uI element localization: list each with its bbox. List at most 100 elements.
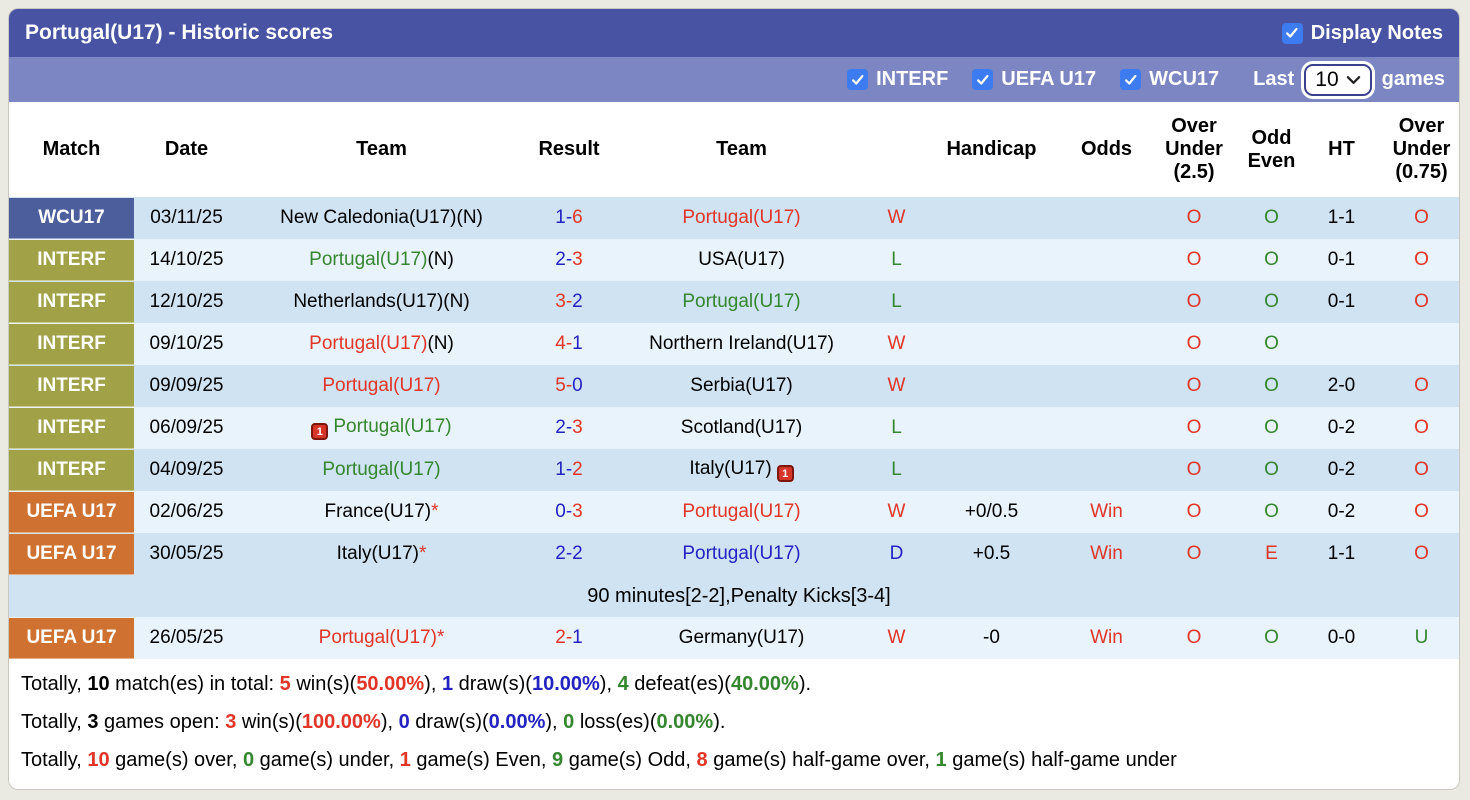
- odd-even-cell: O: [1234, 365, 1309, 407]
- summary-stats: Totally, 10 match(es) in total: 5 win(s)…: [9, 659, 1459, 789]
- handicap-cell: [924, 239, 1059, 281]
- date-cell: 02/06/25: [134, 491, 239, 533]
- wdl-cell: D: [869, 533, 924, 575]
- away-team-cell: Scotland(U17): [614, 407, 869, 449]
- ht-cell: 1-1: [1309, 197, 1374, 239]
- wdl-cell: W: [869, 197, 924, 239]
- match-type-badge: INTERF: [9, 323, 134, 365]
- odds-cell: [1059, 323, 1154, 365]
- wdl-cell: L: [869, 449, 924, 491]
- over-under-075-cell: O: [1374, 365, 1459, 407]
- match-type-badge: INTERF: [9, 281, 134, 323]
- match-row: UEFA U17 02/06/25 France(U17)* 0-3 Portugal(…: [9, 491, 1459, 533]
- filter-interf-checkbox[interactable]: [847, 69, 869, 90]
- over-under-075-cell: [1374, 323, 1459, 365]
- away-team-cell: Germany(U17): [614, 617, 869, 659]
- match-type-badge: INTERF: [9, 449, 134, 491]
- ht-cell: 0-2: [1309, 449, 1374, 491]
- display-notes-toggle[interactable]: Display Notes: [1281, 21, 1443, 45]
- ht-cell: 0-2: [1309, 491, 1374, 533]
- home-team-cell: Portugal(U17): [239, 365, 524, 407]
- display-notes-checkbox[interactable]: [1281, 22, 1303, 44]
- wdl-cell: L: [869, 281, 924, 323]
- filter-wcu17[interactable]: WCU17: [1120, 68, 1219, 91]
- match-type-badge: UEFA U17: [9, 533, 134, 575]
- result-cell: 2-2: [524, 533, 614, 575]
- column-header-ou075: Over Under (0.75): [1374, 102, 1459, 197]
- note-row: 90 minutes[2-2],Penalty Kicks[3-4]: [9, 575, 1459, 617]
- match-type-cell: INTERF: [9, 407, 134, 449]
- match-type-badge: INTERF: [9, 239, 134, 281]
- display-notes-label: Display Notes: [1310, 21, 1443, 44]
- handicap-cell: [924, 323, 1059, 365]
- wdl-cell: W: [869, 491, 924, 533]
- column-header-ht: HT: [1309, 102, 1374, 197]
- games-label: games: [1381, 68, 1445, 90]
- handicap-cell: -0: [924, 617, 1059, 659]
- match-row: INTERF 14/10/25 Portugal(U17)(N) 2-3 USA(U17…: [9, 239, 1459, 281]
- summary-line: Totally, 3 games open: 3 win(s)(100.00%)…: [21, 711, 726, 733]
- last-games-select[interactable]: 10: [1304, 63, 1372, 96]
- ht-cell: 0-2: [1309, 407, 1374, 449]
- check-icon: [1124, 74, 1137, 85]
- away-team-cell: USA(U17): [614, 239, 869, 281]
- filter-uefa-u17[interactable]: UEFA U17: [972, 68, 1096, 91]
- odd-even-cell: O: [1234, 449, 1309, 491]
- result-cell: 4-1: [524, 323, 614, 365]
- date-cell: 14/10/25: [134, 239, 239, 281]
- filter-interf[interactable]: INTERF: [847, 68, 948, 91]
- ht-cell: 2-0: [1309, 365, 1374, 407]
- penalty-note: 90 minutes[2-2],Penalty Kicks[3-4]: [9, 575, 1459, 617]
- odds-cell: [1059, 365, 1154, 407]
- date-cell: 03/11/25: [134, 197, 239, 239]
- column-header-result: Result: [524, 102, 614, 197]
- over-under-25-cell: O: [1154, 491, 1234, 533]
- odds-cell: [1059, 281, 1154, 323]
- match-row: UEFA U17 26/05/25 Portugal(U17)* 2-1 Germany…: [9, 617, 1459, 659]
- wdl-cell: W: [869, 323, 924, 365]
- match-type-badge: UEFA U17: [9, 491, 134, 533]
- result-cell: 1-2: [524, 449, 614, 491]
- title-bar: Portugal(U17) - Historic scores Display …: [9, 9, 1459, 57]
- odds-cell: [1059, 239, 1154, 281]
- over-under-25-cell: O: [1154, 323, 1234, 365]
- match-type-badge: INTERF: [9, 407, 134, 449]
- handicap-cell: +0.5: [924, 533, 1059, 575]
- handicap-cell: [924, 281, 1059, 323]
- date-cell: 30/05/25: [134, 533, 239, 575]
- date-cell: 12/10/25: [134, 281, 239, 323]
- column-header-date: Date: [134, 102, 239, 197]
- home-team-cell: Portugal(U17)(N): [239, 239, 524, 281]
- handicap-cell: [924, 365, 1059, 407]
- summary-line: Totally, 10 game(s) over, 0 game(s) unde…: [21, 749, 1177, 771]
- over-under-25-cell: O: [1154, 407, 1234, 449]
- date-cell: 04/09/25: [134, 449, 239, 491]
- result-cell: 5-0: [524, 365, 614, 407]
- home-team-cell: Portugal(U17): [239, 449, 524, 491]
- home-team-cell: Italy(U17)*: [239, 533, 524, 575]
- filter-wcu17-checkbox[interactable]: [1120, 69, 1142, 90]
- away-team-cell: Portugal(U17): [614, 281, 869, 323]
- last-label: Last: [1253, 68, 1295, 90]
- check-icon: [1286, 27, 1298, 38]
- odd-even-cell: O: [1234, 491, 1309, 533]
- over-under-25-cell: O: [1154, 533, 1234, 575]
- filter-uefa-u17-checkbox[interactable]: [972, 69, 994, 90]
- summary-line: Totally, 10 match(es) in total: 5 win(s)…: [21, 673, 812, 695]
- odds-cell: Win: [1059, 491, 1154, 533]
- check-icon: [851, 74, 864, 85]
- match-type-cell: INTERF: [9, 323, 134, 365]
- page-title: Portugal(U17) - Historic scores: [25, 21, 334, 44]
- filter-bar: INTERF UEFA U17 WCU17 Last 10 games: [9, 57, 1459, 102]
- ht-cell: 0-0: [1309, 617, 1374, 659]
- match-type-cell: INTERF: [9, 449, 134, 491]
- over-under-075-cell: O: [1374, 491, 1459, 533]
- home-team-cell: Portugal(U17)(N): [239, 323, 524, 365]
- match-type-cell: WCU17: [9, 197, 134, 239]
- away-team-cell: Serbia(U17): [614, 365, 869, 407]
- away-team-cell: Portugal(U17): [614, 197, 869, 239]
- column-header-wdl: [869, 102, 924, 197]
- match-type-badge: UEFA U17: [9, 617, 134, 659]
- match-type-cell: UEFA U17: [9, 491, 134, 533]
- result-cell: 2-3: [524, 239, 614, 281]
